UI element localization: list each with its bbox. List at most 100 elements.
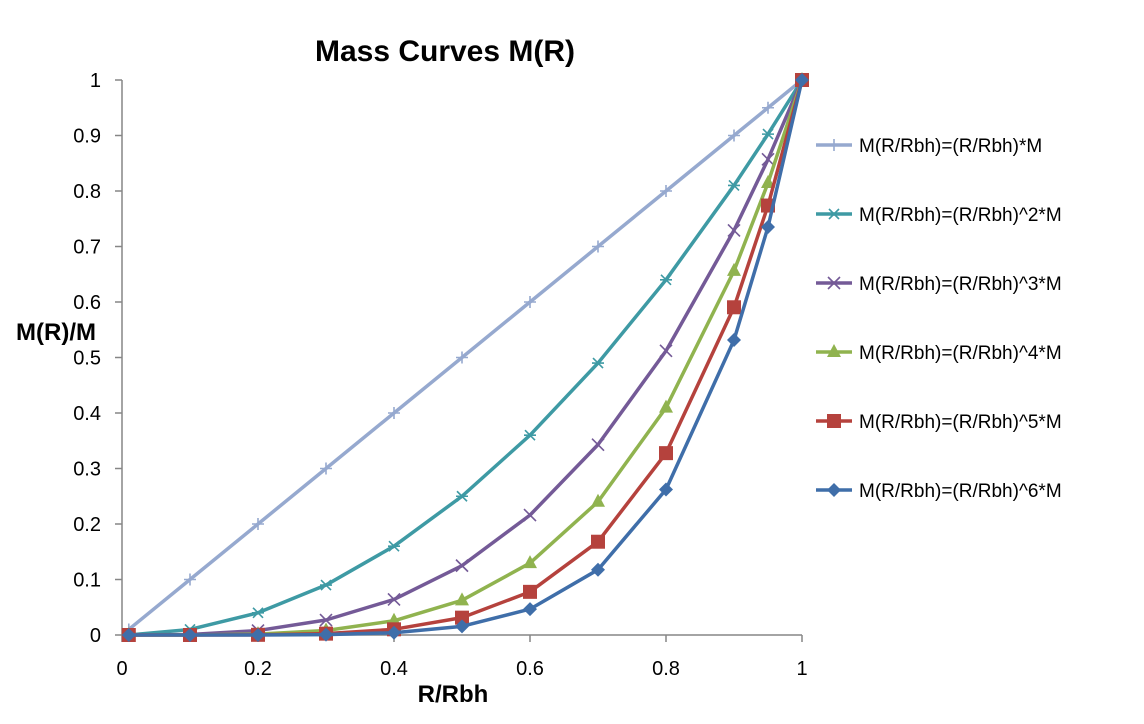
series-line [127,78,804,631]
star-marker-shape [388,540,400,552]
diamond-marker-shape [761,220,775,235]
x-axis-label: R/Rbh [418,681,489,708]
diamond-marker-shape [183,627,197,642]
x-marker-shape [455,559,469,573]
plus-marker-shape [388,407,400,419]
triangle-marker-shape [591,493,605,507]
y-tick-label: 0.8 [73,181,101,203]
star-marker-shape [252,607,264,619]
x-marker-shape [387,592,401,607]
star-marker-shape [828,208,840,220]
legend-marker [827,344,841,357]
data-point [523,555,537,569]
star-marker-shape [320,579,332,591]
x-marker-shape [523,508,537,522]
plus-marker-shape [252,518,264,530]
triangle-marker-shape [659,399,673,413]
data-point [456,351,468,364]
x-tick-label: 0.2 [244,658,272,680]
data-point [727,300,741,315]
data-point [121,628,136,642]
data-point [388,540,400,552]
diamond-marker-shape [727,333,741,348]
y-tick-label: 0.1 [73,570,101,592]
legend-label: M(R/Rbh)=(R/Rbh)^3*M [859,274,1062,295]
data-point [455,619,469,634]
data-point [320,462,332,475]
diamond-marker-shape [121,628,136,642]
y-tick-label: 0.5 [73,348,101,370]
y-tick-label: 0.3 [73,459,101,481]
diamond-marker-shape [827,483,841,497]
data-point [591,493,605,507]
x-marker-shape [591,438,605,452]
plus-marker-shape [456,351,468,364]
data-point [183,627,197,642]
data-point [252,518,264,530]
y-tick-label: 0 [90,625,101,647]
legend-item: M(R/Rbh)=(R/Rbh)^3*M [816,274,1062,295]
legend-label: M(R/Rbh)=(R/Rbh)*M [859,136,1042,157]
diamond-marker-shape [795,73,809,87]
legend-item: M(R/Rbh)=(R/Rbh)^2*M [816,205,1062,226]
data-point [319,627,333,642]
series-6 [121,73,809,642]
plus-marker-shape [524,296,536,308]
y-tick-label: 0.9 [73,126,101,148]
data-point [455,559,469,573]
data-point [184,573,196,586]
data-point [455,592,469,606]
legend-item: M(R/Rbh)=(R/Rbh)^5*M [816,412,1062,433]
star-marker-shape [456,490,468,502]
data-point [592,240,604,253]
data-point [387,625,401,640]
x-tick-label: 0.8 [652,658,680,680]
chart-title: Mass Curves M(R) [315,35,575,68]
plus-marker-shape [728,129,740,142]
series-line [128,79,804,637]
legend-item: M(R/Rbh)=(R/Rbh)*M [816,136,1042,157]
triangle-marker-shape [455,592,469,606]
data-point [659,482,673,497]
diamond-marker-shape [659,482,673,497]
x-tick-label: 1 [796,658,807,680]
star-marker-shape [592,357,604,369]
data-point [659,344,673,358]
data-point [727,223,741,237]
data-point [523,508,537,522]
plot-area [121,72,809,642]
triangle-marker-shape [761,174,775,188]
series-line [128,79,804,637]
x-tick-label: 0.4 [380,658,408,680]
diamond-marker-shape [251,627,265,642]
data-point [387,592,401,607]
data-point [591,438,605,452]
data-point [523,584,537,599]
x-tick-label: 0 [116,658,127,680]
x-marker-shape [659,344,673,358]
data-point [761,220,775,235]
x-marker-shape [319,613,333,627]
x-marker-shape [761,152,775,166]
legend-marker [828,139,840,151]
x-marker-shape [827,276,841,290]
data-point [660,185,672,197]
x-marker-shape [727,223,741,237]
diamond-marker-shape [455,619,469,634]
square-marker-shape [591,534,605,549]
y-tick-label: 0.4 [73,403,101,425]
series-line [128,79,804,637]
legend-item: M(R/Rbh)=(R/Rbh)^4*M [816,343,1062,364]
data-point [252,607,264,619]
plus-marker-shape [762,101,774,114]
star-marker-shape [660,274,672,286]
data-point [524,429,536,441]
data-point [523,602,537,617]
legend-marker [827,276,841,290]
legend-marker [827,414,841,428]
data-point [319,613,333,627]
triangle-marker-shape [727,262,741,276]
legend-item: M(R/Rbh)=(R/Rbh)^6*M [816,481,1062,502]
square-marker-shape [455,610,469,625]
